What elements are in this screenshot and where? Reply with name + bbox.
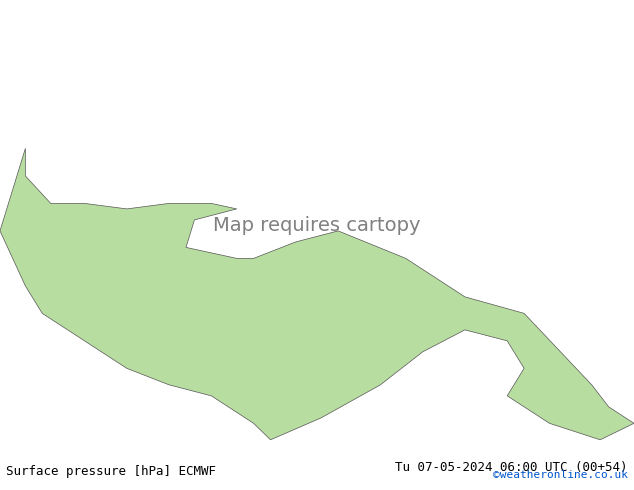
Text: ©weatheronline.co.uk: ©weatheronline.co.uk [493, 470, 628, 480]
Text: Map requires cartopy: Map requires cartopy [213, 216, 421, 235]
Text: Tu 07-05-2024 06:00 UTC (00+54): Tu 07-05-2024 06:00 UTC (00+54) [395, 461, 628, 474]
Text: Surface pressure [hPa] ECMWF: Surface pressure [hPa] ECMWF [6, 465, 216, 478]
